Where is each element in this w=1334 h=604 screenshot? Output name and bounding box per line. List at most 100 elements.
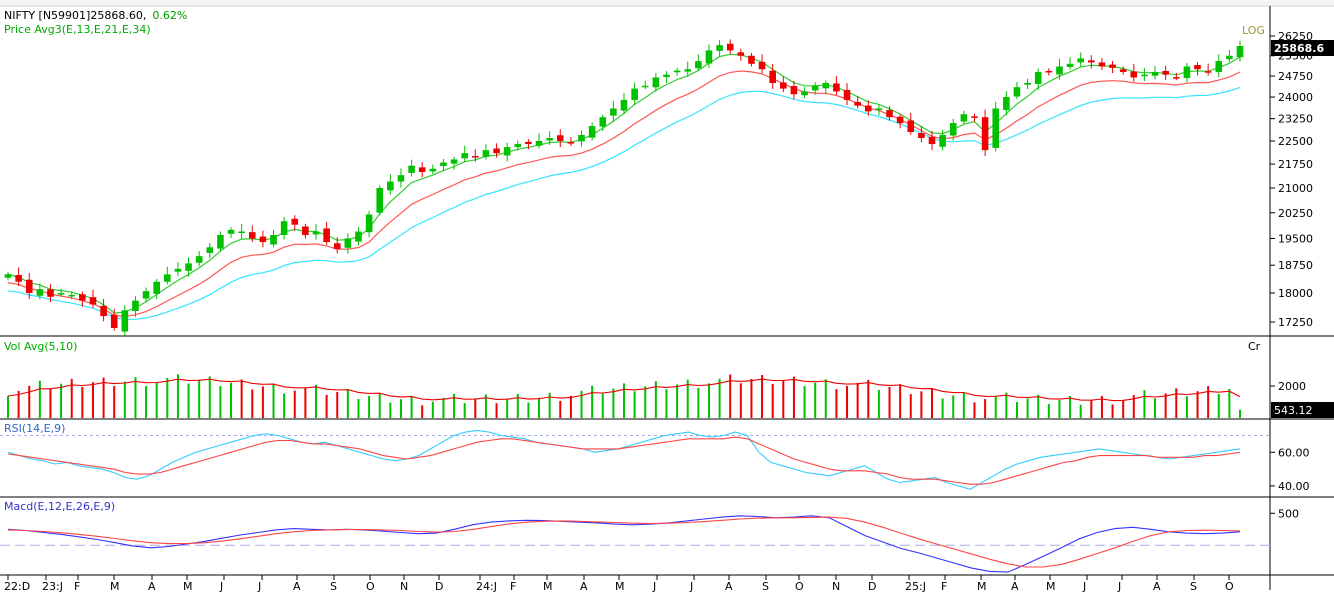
- volume-bar: [38, 380, 41, 418]
- volume-bar: [145, 386, 148, 418]
- candle-body: [217, 235, 224, 249]
- volume-bar: [368, 395, 371, 418]
- candle-body: [280, 221, 288, 236]
- candle-body: [928, 136, 936, 145]
- x-tick-label: A: [148, 580, 156, 593]
- candle-body: [769, 70, 776, 83]
- volume-bar: [134, 377, 137, 418]
- candle-body: [79, 294, 86, 301]
- volume-bar: [633, 391, 636, 418]
- x-tick-label: F: [941, 580, 947, 593]
- candle-body: [620, 99, 628, 111]
- candle-body: [429, 168, 437, 172]
- candle-body: [1183, 66, 1191, 78]
- x-tick-label: M: [543, 580, 553, 593]
- candle-body: [588, 126, 596, 138]
- volume-bar: [283, 393, 286, 418]
- volume-bar: [261, 386, 264, 418]
- candle-body: [822, 82, 830, 89]
- price-tick-label: 23250: [1278, 113, 1313, 126]
- x-tick-label: 25:J: [905, 580, 926, 593]
- price-tick-label: 19500: [1278, 232, 1313, 245]
- x-tick-label: J: [689, 580, 693, 593]
- x-tick-label: N: [832, 580, 840, 593]
- volume-bars: 2000: [7, 374, 1306, 418]
- volume-bar: [102, 377, 105, 418]
- x-tick-label: F: [510, 580, 516, 593]
- candle-body: [1236, 45, 1244, 58]
- volume-bar: [431, 401, 434, 418]
- volume-bar: [240, 379, 243, 418]
- volume-bar: [113, 386, 116, 418]
- volume-bar: [973, 402, 976, 418]
- candle-body: [673, 70, 681, 73]
- volume-bar: [623, 383, 625, 418]
- candle-body: [971, 116, 978, 118]
- volume-bar: [1196, 391, 1199, 418]
- volume-bar: [304, 387, 307, 418]
- candle-body: [556, 135, 564, 142]
- symbol-label: NIFTY [N59901]25868.60, 0.62%: [4, 9, 187, 22]
- panel-frames: [0, 5, 1334, 590]
- volume-bar: [495, 403, 498, 418]
- volume-bar: [1217, 393, 1220, 418]
- x-tick-label: 22:D: [4, 580, 30, 593]
- candle-body: [440, 162, 447, 166]
- log-scale-label[interactable]: LOG: [1242, 24, 1265, 37]
- price-tick-label: 20250: [1278, 207, 1313, 220]
- rsi-panel: 60.00 40.00: [0, 429, 1310, 493]
- volume-bar: [1100, 396, 1103, 418]
- candle-body: [684, 69, 692, 72]
- volume-bar: [824, 379, 827, 418]
- price-tick-label: 26250: [1278, 30, 1313, 43]
- x-tick-label: N: [400, 580, 408, 593]
- candle-body: [758, 61, 766, 70]
- volume-bar: [654, 381, 657, 418]
- x-tick-label: F: [74, 580, 80, 593]
- candle-body: [525, 141, 532, 145]
- candle-body: [227, 229, 235, 234]
- x-tick-label: J: [652, 580, 656, 593]
- x-tick-label: S: [330, 580, 337, 593]
- candle-body: [25, 279, 33, 294]
- candle-body: [790, 86, 798, 95]
- volume-bar: [814, 382, 817, 418]
- candle-body: [652, 77, 660, 88]
- volume-bar: [176, 374, 179, 418]
- volume-bar: [410, 395, 413, 418]
- candle-body: [1215, 61, 1223, 72]
- volume-bar: [591, 385, 594, 418]
- candle-body: [408, 165, 415, 173]
- candlesticks: [4, 39, 1244, 336]
- volume-bar: [346, 389, 349, 418]
- volume-bar: [867, 379, 870, 418]
- volume-bar: [474, 398, 477, 418]
- volume-bar: [198, 379, 201, 418]
- volume-bar: [506, 398, 509, 418]
- candle-body: [4, 274, 12, 278]
- volume-bar: [792, 376, 795, 418]
- top-strip: [0, 0, 1334, 5]
- candle-body: [896, 116, 904, 124]
- candle-body: [164, 274, 171, 282]
- rsi-tick-label: 40.00: [1278, 480, 1310, 493]
- candle-body: [716, 45, 723, 51]
- volume-bar: [569, 395, 572, 418]
- x-tick-label: M: [977, 580, 987, 593]
- candle-body: [1045, 70, 1053, 73]
- x-tick-label: A: [580, 580, 588, 593]
- candle-body: [450, 159, 458, 164]
- candle-body: [344, 238, 352, 248]
- candle-body: [15, 275, 22, 282]
- candle-body: [153, 281, 160, 294]
- candle-body: [47, 289, 54, 297]
- volume-bar: [920, 391, 923, 418]
- volume-bar: [1122, 399, 1125, 418]
- volume-bar: [877, 389, 880, 418]
- volume-bar: [1047, 403, 1050, 418]
- volume-bar: [1111, 404, 1114, 418]
- price-tick-label: 21750: [1278, 158, 1313, 171]
- candle-body: [418, 167, 426, 172]
- candle-body: [1024, 82, 1031, 85]
